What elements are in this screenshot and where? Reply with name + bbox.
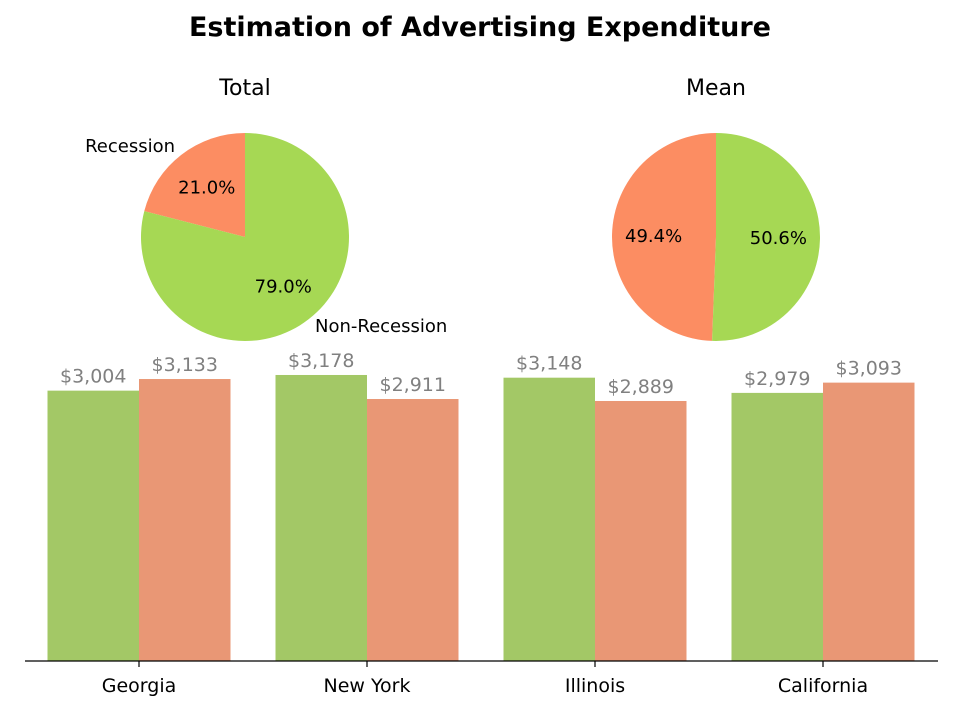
pie-total: 21.0% 79.0% [141, 132, 349, 341]
bar-value-label: $3,133 [152, 354, 218, 376]
bar [595, 400, 687, 661]
bar-value-label: $3,093 [836, 358, 902, 380]
bar-value-label: $2,889 [608, 376, 674, 398]
bar-value-label: $2,979 [744, 368, 810, 390]
bar [275, 374, 367, 661]
pie-pct-label: 21.0% [178, 178, 235, 199]
pie-pct-label: 79.0% [255, 276, 312, 297]
x-tick-label: Georgia [102, 675, 177, 697]
bar-value-label: $3,148 [516, 353, 582, 375]
bar [731, 392, 823, 661]
pie-wedge [611, 133, 716, 341]
bar-value-label: $3,004 [60, 366, 126, 388]
bar [139, 379, 231, 661]
x-tick-label: California [778, 675, 868, 697]
bar [367, 399, 459, 661]
pie-wedge [144, 133, 245, 237]
x-tick-label: Illinois [565, 675, 625, 697]
pie-total-label-non-recession: Non-Recession [315, 316, 447, 337]
bar-value-label: $3,178 [288, 350, 354, 372]
pie-total-label-recession: Recession [85, 136, 175, 157]
pie-total-title: Total [218, 76, 270, 101]
bar-chart: $3,004 $3,133 Georgia $3,178 $2,911 New York $… [47, 350, 915, 697]
pie-mean: 49.4% 50.6% [611, 133, 820, 341]
bar [823, 382, 915, 661]
x-tick-label: New York [323, 675, 410, 697]
pie-wedge [141, 132, 349, 341]
bar [47, 390, 139, 661]
pie-wedge [712, 133, 820, 341]
bar [503, 377, 595, 661]
pie-pct-label: 50.6% [750, 228, 807, 249]
pie-mean-title: Mean [686, 76, 746, 101]
chart-title: Estimation of Advertising Expenditure [189, 12, 771, 43]
bar-value-label: $2,911 [380, 374, 446, 396]
pie-pct-label: 49.4% [625, 226, 682, 247]
